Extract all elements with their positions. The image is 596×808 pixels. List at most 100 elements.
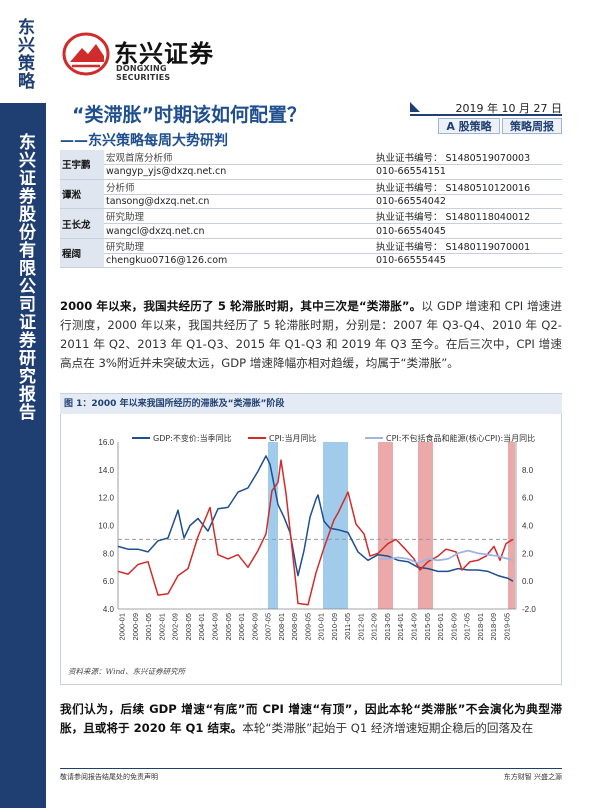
right-tick-label: 2.0 — [522, 549, 534, 558]
x-tick-label: 2008-09 — [290, 613, 299, 641]
x-tick-label: 2008-01 — [277, 613, 286, 641]
figure-source: 资料来源：Wind、东兴证券研究所 — [68, 667, 186, 676]
x-tick-label: 2014-01 — [396, 613, 405, 641]
table-row: wangyp_yjs@dxzq.net.cn 010-66554151 — [60, 164, 562, 180]
stagflation-chart: 4.0 6.0 8.0 10.0 12.0 14.0 16.0 -2.0 0.0 2.0 4.0 6.… — [98, 433, 536, 641]
analyst-phone: 010-66554045 — [374, 223, 562, 239]
analyst-email[interactable]: wangyp_yjs@dxzq.net.cn — [104, 164, 374, 180]
analyst-phone: 010-66555445 — [374, 253, 562, 269]
left-tick-label: 16.0 — [98, 438, 114, 447]
tag-strategy-weekly: 策略周报 — [502, 118, 562, 134]
analyst-role: 研究助理 — [104, 208, 374, 225]
x-tick-label: 2019-05 — [502, 613, 511, 641]
footer-disclaimer: 敬请参阅报告结尾处的免责声明 — [60, 773, 158, 781]
series-line-2 — [378, 549, 514, 565]
x-tick-label: 2016-09 — [449, 613, 458, 641]
sidebar-main: 东兴证券股份有限公司证券研究报告 — [0, 103, 46, 808]
table-row: wangcl@dxzq.net.cn 010-66554045 — [60, 223, 562, 239]
analyst-email[interactable]: chengkuo0716@126.com — [104, 253, 374, 269]
x-tick-label: 2012-01 — [356, 613, 365, 641]
table-row: tansong@dxzq.net.cn 010-66554042 — [60, 194, 562, 210]
analyst-role: 研究助理 — [104, 238, 374, 254]
date-divider — [410, 114, 562, 116]
x-tick-label: 2005-05 — [224, 613, 233, 641]
x-tick-label: 2017-05 — [463, 613, 472, 641]
analyst-name: 王长龙 — [60, 208, 104, 239]
x-tick-label: 2000-01 — [118, 613, 127, 641]
figure-frame — [60, 393, 562, 685]
analyst-table: 王宇鹏 宏观首席分析师 执业证书编号： S1480519070003 wangy… — [60, 150, 562, 269]
series-line-0 — [117, 455, 514, 582]
figure-title: 图 1：2000 年以来我国所经历的滞胀及“类滞胀”阶段 — [60, 394, 562, 414]
intro-paragraph-bold: 2000 年以来，我国共经历了 5 轮滞胀时期，其中三次是“类滞胀”。 — [60, 299, 422, 313]
x-tick-label: 2003-05 — [184, 613, 193, 641]
period-band-2 — [378, 442, 393, 609]
logo-cn-text: 东兴证券 — [114, 40, 214, 68]
x-tick-label: 2018-09 — [489, 613, 498, 641]
analyst-name: 谭淞 — [60, 179, 104, 210]
logo-mark-icon — [62, 32, 110, 76]
table-row: 王宇鹏 宏观首席分析师 执业证书编号： S1480519070003 — [60, 150, 562, 180]
x-tick-label: 2010-01 — [317, 613, 326, 641]
x-tick-label: 2004-01 — [197, 613, 206, 641]
conclusion-paragraph: 我们认为，后续 GDP 增速“有底”而 CPI 增速“有顶”，因此本轮“类滞胀”… — [60, 700, 562, 738]
x-tick-label: 2001-05 — [144, 613, 153, 641]
analyst-name: 程阔 — [60, 238, 104, 269]
company-logo: 东兴证券 DONGXING SECURITIES — [62, 32, 222, 82]
left-tick-label: 10.0 — [98, 522, 114, 531]
analyst-role: 宏观首席分析师 — [104, 150, 374, 166]
report-title: “类滞胀”时期该如何配置？ — [72, 104, 306, 126]
analyst-phone: 010-66554151 — [374, 164, 562, 180]
sidebar-top-label: 东兴策略 — [14, 18, 34, 90]
report-subtitle: ——东兴策略每周大势研判 — [60, 133, 228, 149]
x-tick-label: 2015-05 — [423, 613, 432, 641]
period-band-0 — [268, 442, 278, 609]
x-tick-label: 2012-09 — [370, 613, 379, 641]
tag-a-share-strategy: A 股策略 — [438, 118, 500, 134]
analyst-name: 王宇鹏 — [60, 150, 104, 180]
analyst-email[interactable]: wangcl@dxzq.net.cn — [104, 223, 374, 239]
sidebar: 东兴策略 东兴证券股份有限公司证券研究报告 — [0, 0, 46, 808]
table-row: chengkuo0716@126.com 010-66555445 — [60, 253, 562, 269]
x-tick-label: 2006-01 — [237, 613, 246, 641]
x-tick-label: 2009-05 — [303, 613, 312, 641]
series-line-1 — [117, 459, 514, 606]
analyst-email[interactable]: tansong@dxzq.net.cn — [104, 194, 374, 210]
left-tick-label: 14.0 — [98, 466, 114, 475]
period-band-4 — [508, 442, 515, 609]
report-date: 2019 年 10 月 27 日 — [455, 102, 562, 115]
intro-paragraph-text: 以 GDP 增速和 CPI 增速进行测度，2000 年以来，我国共经历了 5 轮… — [60, 299, 563, 370]
x-tick-label: 2014-09 — [410, 613, 419, 641]
analyst-cert: 执业证书编号： S1480119070001 — [374, 238, 562, 254]
right-tick-label: 0.0 — [522, 577, 534, 586]
analyst-role: 分析师 — [104, 179, 374, 195]
right-tick-label: 6.0 — [522, 494, 534, 503]
left-tick-label: 4.0 — [103, 605, 115, 614]
x-tick-label: 2006-09 — [250, 613, 259, 641]
x-tick-label: 2010-09 — [330, 613, 339, 641]
footer-slogan: 东方财智 兴盛之源 — [503, 773, 562, 781]
footer-divider — [60, 768, 562, 769]
left-tick-label: 6.0 — [103, 577, 115, 586]
sidebar-main-label: 东兴证券股份有限公司证券研究报告 — [15, 133, 35, 421]
legend-label-0: GDP:不变价:当季同比 — [153, 433, 232, 443]
x-tick-label: 2002-09 — [171, 613, 180, 641]
left-tick-label: 12.0 — [98, 494, 114, 503]
right-tick-label: 4.0 — [522, 522, 534, 531]
analyst-cert: 执业证书编号： S1480118040012 — [374, 208, 562, 225]
x-tick-label: 2000-09 — [131, 613, 140, 641]
legend-label-1: CPI:当月同比 — [269, 433, 316, 443]
x-tick-label: 2016-01 — [436, 613, 445, 641]
left-tick-label: 8.0 — [103, 549, 115, 558]
analyst-phone: 010-66554042 — [374, 194, 562, 210]
conclusion-paragraph-text: 本轮“类滞胀”起始于 Q1 经济增速短期企稳后的回落及在 — [242, 721, 534, 735]
sidebar-top: 东兴策略 — [0, 0, 46, 100]
x-tick-label: 2013-05 — [383, 613, 392, 641]
period-band-3 — [418, 442, 433, 609]
conclusion-paragraph-bold: 我们认为，后续 GDP 增速“有底”而 CPI 增速“有顶”，因此本轮“类滞胀”… — [60, 702, 562, 735]
legend-label-2: CPI:不包括食品和能源(核心CPI):当月同比 — [386, 433, 535, 443]
x-tick-label: 2002-01 — [157, 613, 166, 641]
x-tick-label: 2011-05 — [343, 613, 352, 640]
x-tick-label: 2004-09 — [211, 613, 220, 641]
table-row: 王长龙 研究助理 执业证书编号： S1480118040012 — [60, 208, 562, 239]
